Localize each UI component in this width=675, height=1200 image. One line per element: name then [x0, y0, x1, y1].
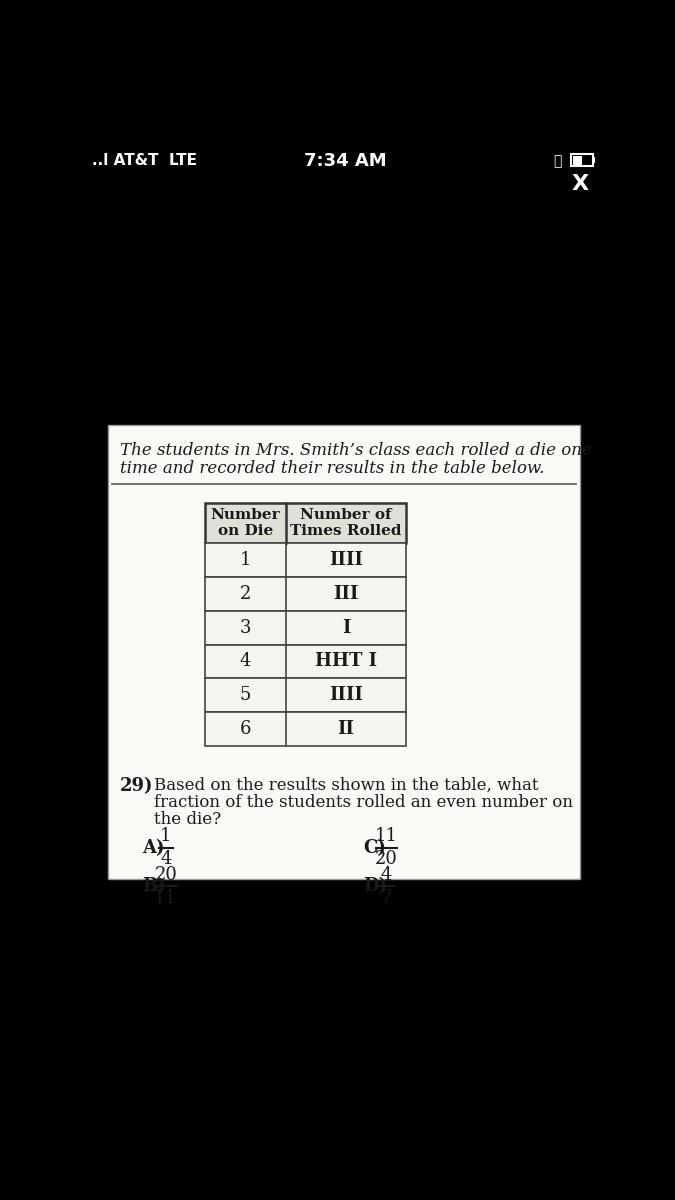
Bar: [205, 644, 406, 678]
Text: 1: 1: [240, 551, 251, 569]
Text: 6: 6: [240, 720, 251, 738]
Text: 7: 7: [381, 889, 392, 907]
Text: X: X: [572, 174, 589, 194]
Text: Ⓞ: Ⓞ: [553, 154, 562, 168]
Text: 11: 11: [375, 827, 398, 845]
Bar: [205, 503, 406, 542]
Text: Number of
Times Rolled: Number of Times Rolled: [290, 508, 402, 538]
Bar: [572, 156, 582, 164]
Text: 5: 5: [240, 686, 251, 704]
Text: IIII: IIII: [329, 551, 363, 569]
Text: ..l AT&T  LTE: ..l AT&T LTE: [92, 154, 197, 168]
Text: the die?: the die?: [154, 811, 221, 828]
Text: Number
on Die: Number on Die: [211, 508, 280, 538]
Text: C): C): [363, 839, 386, 857]
Text: D): D): [363, 877, 387, 895]
Text: The students in Mrs. Smith’s class each rolled a die one: The students in Mrs. Smith’s class each …: [120, 442, 592, 458]
Text: fraction of the students rolled an even number on: fraction of the students rolled an even …: [154, 794, 573, 811]
Bar: [593, 157, 595, 163]
Bar: [571, 154, 593, 167]
Text: 20: 20: [155, 865, 177, 883]
Text: A): A): [142, 839, 165, 857]
Bar: [205, 678, 406, 713]
Text: 4: 4: [381, 865, 392, 883]
Text: 3: 3: [240, 618, 251, 636]
Bar: [205, 713, 406, 746]
Text: 2: 2: [240, 584, 251, 602]
Text: 11: 11: [155, 889, 178, 907]
Text: Based on the results shown in the table, what: Based on the results shown in the table,…: [154, 776, 539, 794]
Text: II: II: [338, 720, 354, 738]
Text: 4: 4: [160, 851, 171, 869]
Text: III: III: [333, 584, 358, 602]
Bar: [107, 425, 580, 880]
Bar: [205, 577, 406, 611]
Text: HHT I: HHT I: [315, 653, 377, 671]
Bar: [205, 611, 406, 644]
Text: 1: 1: [160, 827, 171, 845]
Text: 7:34 AM: 7:34 AM: [304, 152, 387, 170]
Text: 4: 4: [240, 653, 251, 671]
Bar: [205, 542, 406, 577]
Text: 20: 20: [375, 851, 398, 869]
Text: B): B): [142, 877, 166, 895]
Text: I: I: [342, 618, 350, 636]
Text: 29): 29): [120, 776, 153, 794]
Text: IIII: IIII: [329, 686, 363, 704]
Text: time and recorded their results in the table below.: time and recorded their results in the t…: [120, 461, 545, 478]
